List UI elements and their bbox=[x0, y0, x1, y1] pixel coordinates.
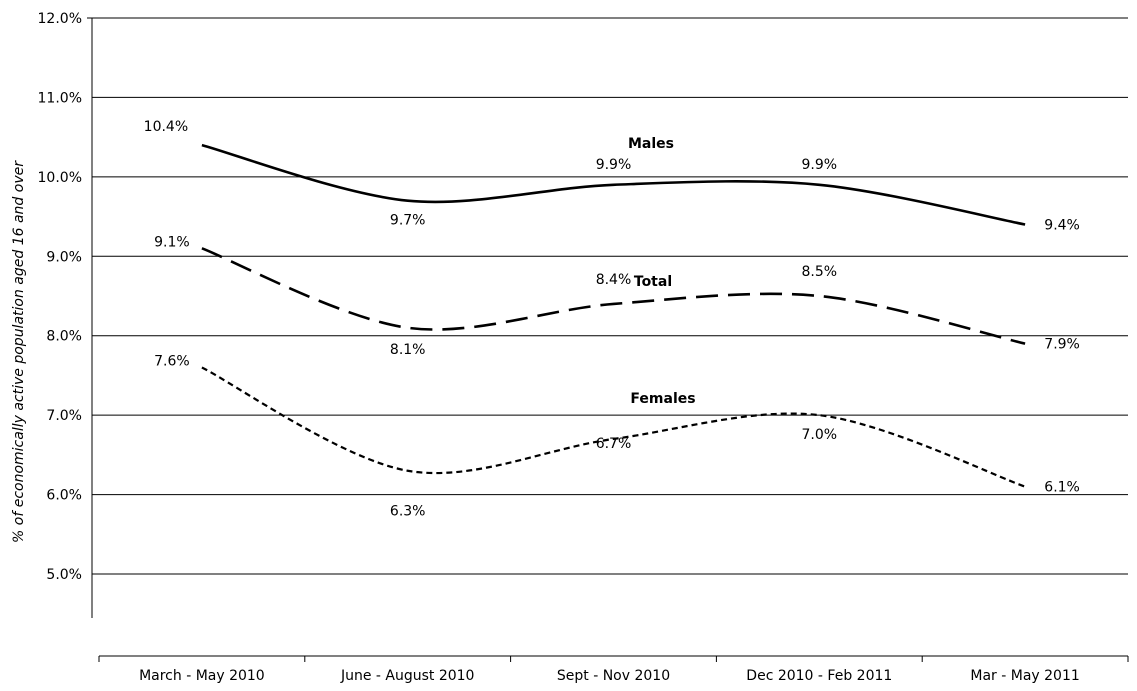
data-label-total: 8.5% bbox=[802, 264, 838, 280]
series-line-females bbox=[201, 366, 1026, 488]
data-label-males: 10.4% bbox=[144, 119, 188, 135]
data-label-females: 6.3% bbox=[390, 504, 426, 520]
data-label-total: 7.9% bbox=[1044, 337, 1080, 353]
series-line-males bbox=[201, 143, 1026, 226]
y-axis-label: % of economically active population aged… bbox=[11, 160, 27, 543]
data-label-females: 7.6% bbox=[154, 353, 190, 369]
data-label-total: 8.1% bbox=[390, 342, 426, 358]
data-label-total: 9.1% bbox=[154, 234, 190, 250]
gridlines bbox=[92, 17, 1128, 575]
axes bbox=[87, 17, 1129, 662]
series-name-label-females: Females bbox=[630, 391, 695, 407]
y-tick-label: 10.0% bbox=[38, 170, 82, 186]
data-label-males: 9.9% bbox=[802, 157, 838, 173]
y-tick-label: 9.0% bbox=[46, 249, 82, 265]
data-label-males: 9.9% bbox=[596, 157, 632, 173]
series-lines bbox=[201, 143, 1026, 488]
labels: 12.0% 11.0% 10.0% 9.0% 8.0% 7.0% 6.0% 5.0% March… bbox=[38, 11, 1080, 684]
y-tick-label: 11.0% bbox=[38, 90, 82, 106]
data-label-total: 8.4% bbox=[596, 272, 632, 288]
series-name-label-total: Total bbox=[634, 274, 672, 290]
y-tick-label: 7.0% bbox=[46, 408, 82, 424]
x-tick-label: Dec 2010 - Feb 2011 bbox=[746, 668, 892, 684]
x-tick-label: Mar - May 2011 bbox=[970, 668, 1079, 684]
y-tick-label: 12.0% bbox=[38, 11, 82, 27]
x-tick-label: Sept - Nov 2010 bbox=[557, 668, 670, 684]
data-label-females: 6.7% bbox=[596, 436, 632, 452]
data-label-females: 7.0% bbox=[802, 427, 838, 443]
y-tick-label: 6.0% bbox=[46, 488, 82, 504]
data-label-males: 9.4% bbox=[1044, 218, 1080, 234]
x-tick-label: March - May 2010 bbox=[139, 668, 265, 684]
y-tick-label: 5.0% bbox=[46, 567, 82, 583]
series-name-label-males: Males bbox=[628, 136, 674, 152]
x-tick-label: June - August 2010 bbox=[340, 668, 475, 684]
data-label-females: 6.1% bbox=[1044, 480, 1080, 496]
series-line-total bbox=[201, 247, 1026, 345]
data-label-males: 9.7% bbox=[390, 213, 426, 229]
y-tick-label: 8.0% bbox=[46, 329, 82, 345]
